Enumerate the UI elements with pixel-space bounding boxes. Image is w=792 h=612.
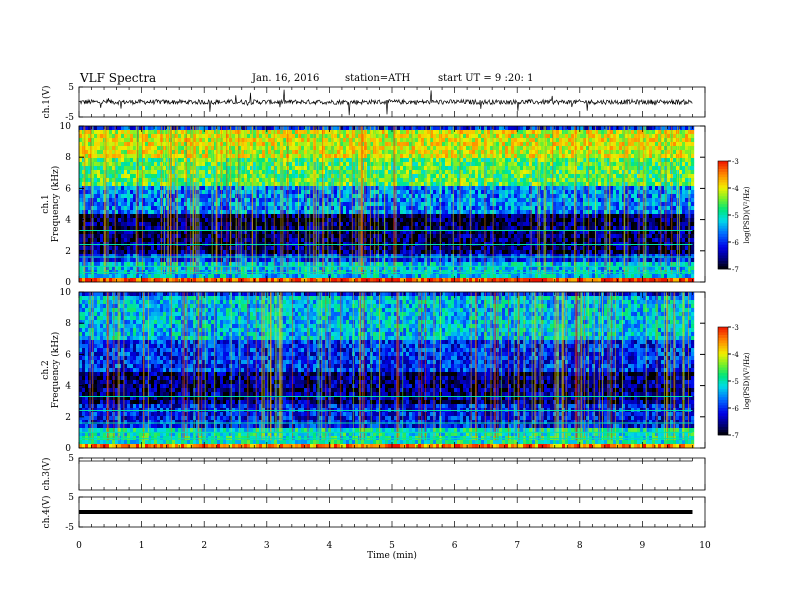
colorbar-tick-label: -5 — [732, 378, 739, 386]
date-label: Jan. 16, 2016 — [252, 73, 320, 84]
ch2-spectrogram-ylabel-1: Frequency (kHz) — [50, 332, 61, 409]
ytick-label: -5 — [65, 523, 74, 533]
ch2-spectrogram-cells — [79, 292, 695, 449]
ch1-spectrogram-colorbar-label: log(PSD)(V²/Hz) — [743, 186, 751, 243]
ytick-label: 5 — [68, 454, 74, 464]
ytick-label: 5 — [68, 83, 74, 93]
ytick-label: 0 — [65, 278, 71, 288]
ytick-label: 0 — [65, 444, 71, 454]
ytick-label: 4 — [65, 216, 71, 226]
xtick-label: 1 — [139, 541, 145, 551]
xtick-label: 6 — [452, 541, 458, 551]
ch2-spectrogram-ylabel-0: ch.2 — [41, 360, 51, 379]
xtick-label: 10 — [699, 541, 711, 551]
ch1-spectrogram-colorbar — [717, 160, 731, 270]
xtick-label: 8 — [577, 541, 583, 551]
time-ticks — [78, 87, 706, 117]
time-ticks — [78, 292, 706, 448]
xtick-label: 7 — [514, 541, 520, 551]
ytick-label: 4 — [65, 382, 71, 392]
ch1-spectrogram-cells — [79, 126, 695, 283]
colorbar-tick-label: -4 — [732, 351, 739, 359]
x-axis-label: Time (min) — [367, 550, 417, 561]
colorbar-tick-label: -6 — [732, 239, 739, 247]
chart-title: VLF Spectra — [80, 71, 157, 85]
station-label: station=ATH — [345, 73, 411, 84]
ytick-label: 6 — [65, 184, 71, 194]
xtick-label: 2 — [201, 541, 207, 551]
start-time-label: start UT = 9 :20: 1 — [438, 73, 534, 84]
ch4-waveform-trace — [79, 510, 693, 514]
colorbar-tick-label: -7 — [732, 266, 739, 274]
time-ticks — [78, 458, 706, 490]
ch2-spectrogram-colorbar — [717, 326, 731, 436]
ytick-label: -5 — [65, 113, 74, 123]
ch1-waveform-trace — [78, 89, 693, 116]
ytick-label: 2 — [65, 247, 71, 257]
ytick-label: 6 — [65, 350, 71, 360]
xtick-label: 5 — [389, 541, 395, 551]
ytick-label: 2 — [65, 413, 71, 423]
ch4-waveform-ylabel: ch.4(V) — [41, 496, 52, 529]
colorbar-tick-label: -5 — [732, 212, 739, 220]
colorbar-tick-label: -7 — [732, 432, 739, 440]
xtick-label: 3 — [264, 541, 270, 551]
ch1-spectrogram-ylabel-1: Frequency (kHz) — [50, 166, 61, 243]
colorbar-tick-label: -3 — [732, 324, 739, 332]
ch2-spectrogram-colorbar-label: log(PSD)(V²/Hz) — [743, 352, 751, 409]
ytick-label: 10 — [60, 288, 72, 298]
xtick-label: 9 — [640, 541, 646, 551]
ytick-label: 8 — [65, 319, 71, 329]
ytick-label: 5 — [68, 493, 74, 503]
time-ticks — [78, 126, 706, 282]
ch1-spectrogram-ylabel-0: ch.1 — [41, 194, 51, 213]
xtick-label: 0 — [76, 541, 82, 551]
colorbar-tick-label: -4 — [732, 185, 739, 193]
ytick-label: 10 — [60, 122, 72, 132]
colorbar-tick-label: -6 — [732, 405, 739, 413]
ytick-label: 8 — [65, 153, 71, 163]
time-ticks — [78, 497, 706, 527]
ch1-waveform-ylabel: ch.1(V) — [41, 86, 52, 119]
ch3-waveform-ylabel: ch.3(V) — [41, 458, 52, 491]
colorbar-tick-label: -3 — [732, 158, 739, 166]
xtick-label: 4 — [327, 541, 333, 551]
